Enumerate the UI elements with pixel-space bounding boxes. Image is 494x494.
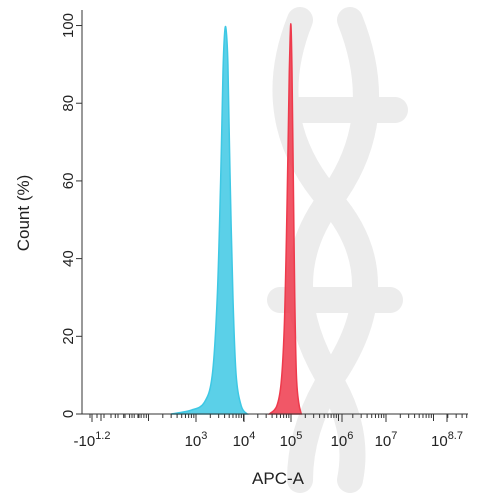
- y-axis-ticks: 0 20 40 60 80 100: [60, 13, 82, 418]
- y-tick-label: 80: [60, 95, 77, 112]
- y-tick-label: 20: [60, 328, 77, 345]
- x-tick-label: 103: [185, 430, 208, 450]
- y-axis-label: Count (%): [14, 175, 33, 252]
- x-axis-ticks: -101.2 103 104 105 106 107 108.7: [74, 414, 468, 450]
- y-tick-label: 0: [60, 410, 77, 418]
- x-tick-label: 104: [233, 430, 256, 450]
- x-tick-label: 108.7: [431, 430, 463, 450]
- y-tick-label: 100: [60, 13, 77, 38]
- x-tick-label: 105: [280, 430, 303, 450]
- plot-area: [171, 23, 303, 415]
- x-tick-label: 107: [375, 430, 398, 450]
- y-tick-label: 60: [60, 173, 77, 190]
- x-axis-label: APC-A: [252, 469, 305, 488]
- histogram-series-2: [267, 23, 303, 415]
- background-watermark: [267, 7, 408, 493]
- histogram-series-1: [171, 25, 249, 415]
- x-tick-label: -101.2: [74, 430, 111, 450]
- y-tick-label: 40: [60, 250, 77, 267]
- x-tick-label: 106: [331, 430, 354, 450]
